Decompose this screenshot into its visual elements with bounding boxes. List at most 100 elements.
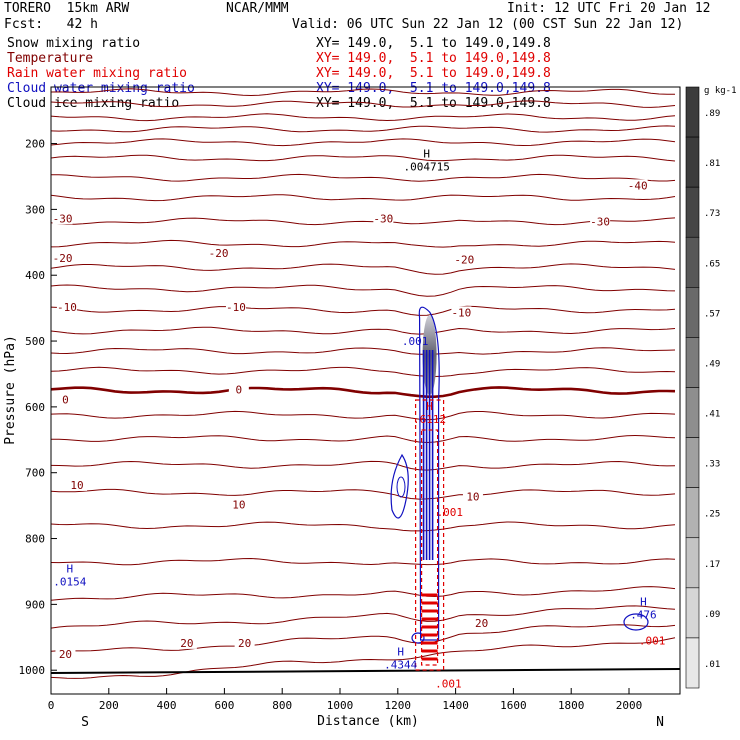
y-tick-label: 1000 xyxy=(19,664,46,677)
temperature-label-bg xyxy=(627,179,648,192)
rain-outline xyxy=(414,399,445,671)
max-marker: H xyxy=(423,148,430,161)
temperature-label-bg xyxy=(55,648,76,661)
temperature-label-bg xyxy=(471,617,492,630)
x-tick-label: 600 xyxy=(214,699,234,712)
temperature-label: 10 xyxy=(70,479,83,492)
temperature-label-bg xyxy=(454,253,475,266)
isotherm xyxy=(51,263,676,275)
colorbar-tick-label: .09 xyxy=(704,610,720,620)
temperature-label: 10 xyxy=(466,491,479,504)
x-tick-label: 0 xyxy=(48,699,55,712)
colorbar-cell xyxy=(685,587,700,639)
x-tick-label: 1600 xyxy=(500,699,527,712)
temperature-label: 20 xyxy=(180,637,193,650)
x-tick-label: 1000 xyxy=(327,699,354,712)
colorbar-tick-label: .17 xyxy=(704,560,720,570)
mixing-ratio-label: .001 xyxy=(639,635,666,648)
x-tick-label: 800 xyxy=(272,699,292,712)
colorbar: .01 .09 .17 .25 .33 .41 .49 .57 .65 .73 .81 .89 xyxy=(685,86,720,689)
y-tick-label: 900 xyxy=(25,598,45,611)
colorbar-tick-label: .49 xyxy=(704,359,720,369)
colorbar-cell xyxy=(685,487,700,539)
colorbar-tick-label: .41 xyxy=(704,410,720,420)
colorbar-tick-label: .89 xyxy=(704,109,720,119)
colorbar-cell xyxy=(685,136,700,188)
cloud-water-outline xyxy=(418,306,440,641)
rain-inner xyxy=(420,429,439,666)
temperature-label-bg xyxy=(52,212,73,225)
convective-column xyxy=(390,306,649,671)
mixing-ratio-label: .001 xyxy=(435,677,462,690)
contour-labels: -40 -30 -30 -30 -20 -20 -20 -10 -10 -10 0 0 10 10 10 20… xyxy=(52,148,666,690)
isotherm xyxy=(51,637,676,679)
mixing-ratio-label: .001 xyxy=(402,335,429,348)
mixing-ratio-label: .001 xyxy=(437,506,464,519)
max-value: .6112 xyxy=(413,413,446,426)
max-marker: H xyxy=(66,562,73,575)
valid-time: Valid: 06 UTC Sun 22 Jan 12 (00 CST Sun … xyxy=(292,17,684,32)
x-tick-label: 400 xyxy=(157,699,177,712)
init-time: Init: 12 UTC Fri 20 Jan 12 xyxy=(507,1,711,16)
y-tick-label: 400 xyxy=(25,269,45,282)
x-tick-label: 1400 xyxy=(442,699,469,712)
x-tick-label: 1200 xyxy=(385,699,412,712)
colorbar-tick-label: .57 xyxy=(704,309,720,319)
isotherm xyxy=(51,80,675,87)
colorbar-tick-label: .73 xyxy=(704,209,720,219)
colorbar-tick-label: .01 xyxy=(704,660,720,670)
temperature-label: -30 xyxy=(373,212,393,225)
temperature-label: -40 xyxy=(628,179,648,192)
isotherm xyxy=(51,138,676,147)
temperature-label: -10 xyxy=(57,301,77,314)
legend-rain-range: XY= 149.0, 5.1 to 149.0,149.8 xyxy=(316,66,551,81)
max-value: .476 xyxy=(630,608,657,621)
legend-snow-range: XY= 149.0, 5.1 to 149.0,149.8 xyxy=(316,36,551,51)
max-value: .4344 xyxy=(384,658,417,671)
temperature-label-bg xyxy=(451,306,472,319)
colorbar-cell xyxy=(685,86,700,138)
colorbar-cell xyxy=(685,236,700,288)
north-label: N xyxy=(656,715,664,730)
temperature-label: -20 xyxy=(209,247,229,260)
isotherm xyxy=(51,624,676,652)
temperature-isotherms xyxy=(51,80,680,679)
colorbar-cell xyxy=(685,637,700,689)
temperature-label: 10 xyxy=(232,499,245,512)
isotherm xyxy=(51,586,676,601)
isotherm xyxy=(51,521,676,532)
isotherm xyxy=(51,88,676,97)
temperature-label-bg xyxy=(373,212,394,225)
temperature-label: -10 xyxy=(226,301,246,314)
cloud-water-cell xyxy=(390,453,409,519)
isotherm xyxy=(51,488,676,500)
isotherm xyxy=(51,557,676,566)
colorbar-tick-label: .81 xyxy=(704,159,720,169)
ground-line xyxy=(51,668,680,674)
temperature-label-bg xyxy=(56,301,77,314)
cloud-water-small xyxy=(411,632,425,644)
temperature-label: 0 xyxy=(62,393,69,406)
temperature-label-bg xyxy=(590,215,611,228)
isotherm xyxy=(51,239,676,248)
isotherm xyxy=(51,605,676,629)
temperature-label: -20 xyxy=(454,254,474,267)
temperature-label-bg xyxy=(55,393,76,406)
colorbar-tick-label: .33 xyxy=(704,460,720,470)
isotherm xyxy=(51,347,676,355)
cloud-water-cell-inner xyxy=(396,476,406,498)
temperature-label-bg xyxy=(234,636,255,649)
y-tick-label: 300 xyxy=(25,203,45,216)
isotherm xyxy=(51,125,676,133)
legend-snow-name: Snow mixing ratio xyxy=(7,36,141,51)
forecast-hour: Fcst: 42 h xyxy=(4,17,98,32)
isotherm xyxy=(51,326,676,335)
isotherm xyxy=(51,305,676,316)
max-value: .0154 xyxy=(53,575,86,588)
temperature-label-bg xyxy=(52,251,73,264)
y-tick-label: 500 xyxy=(25,335,45,348)
isotherm-zero xyxy=(51,386,676,398)
temperature-label: -30 xyxy=(53,212,73,225)
legend-cloudice-name: Cloud ice mixing ratio xyxy=(7,96,180,111)
y-tick-label: 800 xyxy=(25,533,45,546)
